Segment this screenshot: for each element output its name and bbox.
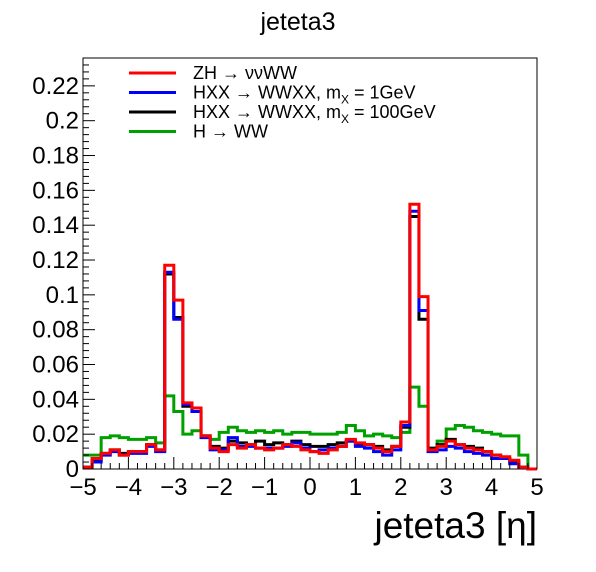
x-tick-label: −2 <box>206 474 233 501</box>
x-tick-label: −3 <box>160 474 187 501</box>
y-tick-label: 0 <box>66 456 79 483</box>
y-tick-label: 0.02 <box>32 421 79 448</box>
y-tick-label: 0.14 <box>32 212 79 239</box>
series-line-0 <box>83 202 537 471</box>
x-tick-label: 5 <box>530 474 543 501</box>
y-tick-label: 0.12 <box>32 247 79 274</box>
y-tick-label: 0.06 <box>32 352 79 379</box>
x-tick-label: 3 <box>440 474 453 501</box>
y-tick-label: 0.22 <box>32 73 79 100</box>
x-axis-title: jeteta3 [η] <box>373 505 537 546</box>
series-line-1 <box>83 209 537 471</box>
y-tick-label: 0.16 <box>32 177 79 204</box>
x-tick-label: 4 <box>485 474 498 501</box>
legend-entry: HXX → WWXX, mX = 1GeV <box>193 83 416 107</box>
y-tick-label: 0.1 <box>46 282 79 309</box>
series-line-3 <box>83 385 537 471</box>
y-axis: 0 0.02 0.04 0.06 0.08 0.1 0.12 0.14 0.16 0.18 0.2 0… <box>32 57 95 483</box>
x-axis: −5 −4 −3 −2 −1 0 1 2 3 4 5 <box>69 457 544 501</box>
legend-entry: H → WW <box>193 122 268 142</box>
y-tick-label: 0.04 <box>32 386 79 413</box>
x-tick-label: −4 <box>115 474 142 501</box>
legend-entry: ZH → ννWW <box>193 63 297 83</box>
x-tick-label: −1 <box>251 474 278 501</box>
y-tick-label: 0.08 <box>32 317 79 344</box>
y-tick-label: 0.2 <box>46 108 79 135</box>
legend-entry: HXX → WWXX, mX = 100GeV <box>193 102 436 126</box>
x-tick-label: −5 <box>69 474 96 501</box>
x-tick-label: 2 <box>394 474 407 501</box>
y-tick-label: 0.18 <box>32 143 79 170</box>
x-tick-label: 1 <box>349 474 362 501</box>
chart-title: jeteta3 <box>259 8 335 36</box>
x-tick-label: 0 <box>303 474 316 501</box>
series-layer <box>83 202 537 471</box>
